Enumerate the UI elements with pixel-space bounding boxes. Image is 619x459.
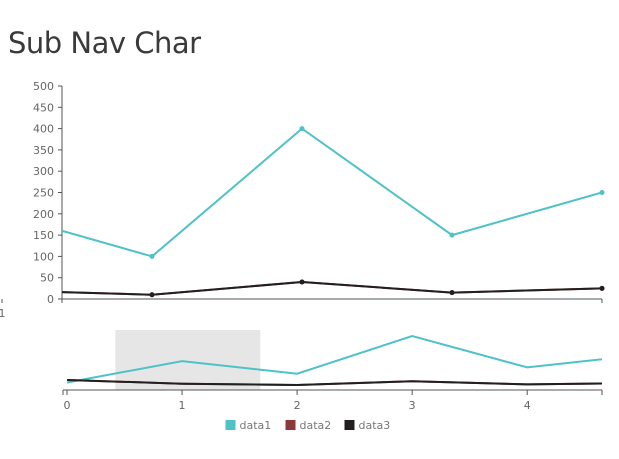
legend: data1 data2 data3 <box>225 419 391 432</box>
subchart-x-tick-label: 1 <box>179 399 186 412</box>
subchart-x-tick: 2 <box>294 390 301 412</box>
data-point-data1[interactable] <box>599 190 605 195</box>
subchart-x-tick-label: 4 <box>524 399 531 412</box>
legend-label: data3 <box>359 419 391 432</box>
y-tick: 400 <box>33 123 62 136</box>
series-line-data1 <box>62 127 602 258</box>
subchart-x-tick: 4 <box>524 390 531 412</box>
y-tick: 0 <box>47 293 62 306</box>
subchart-x-tick-label: 2 <box>294 399 301 412</box>
y-tick-label: 300 <box>33 165 54 178</box>
y-tick: 200 <box>33 208 62 221</box>
y-tick-label: 200 <box>33 208 54 221</box>
legend-item-data1[interactable]: data1 <box>225 419 272 432</box>
legend-swatch <box>285 420 296 430</box>
subchart-x-tick: 0 <box>64 390 71 412</box>
y-tick: 100 <box>33 250 62 263</box>
y-tick-label: 0 <box>47 293 54 306</box>
y-tick: 150 <box>33 229 62 242</box>
y-tick: 350 <box>33 144 62 157</box>
subchart-x-tick: 3 <box>409 390 416 412</box>
data-point-data3[interactable] <box>299 279 305 285</box>
subchart-x-tick-label: 3 <box>409 399 416 412</box>
y-tick: 250 <box>33 187 62 200</box>
data-point-data1[interactable] <box>149 253 155 259</box>
y-tick-label: 400 <box>33 123 54 136</box>
y-tick: 50 <box>40 272 62 285</box>
y-tick-label: 500 <box>33 80 54 93</box>
y-tick-label: 350 <box>33 144 54 157</box>
legend-swatch <box>344 420 355 430</box>
legend-item-data3[interactable]: data3 <box>344 419 391 432</box>
data-point-data3[interactable] <box>149 292 155 298</box>
legend-swatch <box>225 420 236 430</box>
y-tick-label: 150 <box>33 229 54 242</box>
legend-label: data2 <box>300 419 332 432</box>
y-tick: 500 <box>33 80 62 93</box>
data-point-data1[interactable] <box>299 126 305 132</box>
y-tick-label: 100 <box>33 250 54 263</box>
subchart-line-data3 <box>66 379 602 387</box>
legend-label: data1 <box>240 419 272 432</box>
subchart-brush-selection[interactable] <box>115 330 261 390</box>
subchart-x-tick: 1 <box>179 390 186 412</box>
data-point-data1[interactable] <box>449 232 455 238</box>
subchart-navigator[interactable]: 0 1 2 3 4 <box>62 330 619 412</box>
y-tick-label: 250 <box>33 187 54 200</box>
x-tick: 1 <box>0 299 6 320</box>
y-tick-label: 50 <box>40 272 54 285</box>
series-line-data3 <box>62 280 602 296</box>
page-title: Sub Nav Char <box>8 26 201 60</box>
y-tick: 450 <box>33 101 62 114</box>
subchart-x-tick-label: 0 <box>64 399 71 412</box>
data-point-data3[interactable] <box>599 285 605 291</box>
x-tick-label: 1 <box>0 307 6 320</box>
main-plot: 0 50 100 150 200 250 300 350 400 450 500 1 <box>0 80 605 320</box>
y-tick-label: 450 <box>33 101 54 114</box>
legend-item-data2[interactable]: data2 <box>285 419 332 432</box>
subchart-line-data1 <box>66 334 602 384</box>
data-point-data3[interactable] <box>449 290 455 296</box>
y-tick: 300 <box>33 165 62 178</box>
